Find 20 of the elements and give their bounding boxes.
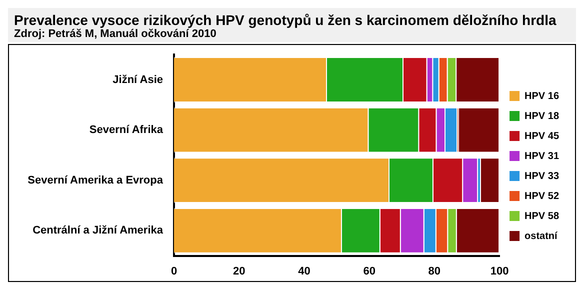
legend-label: HPV 33 [524,170,560,182]
x-tick-label: 80 [428,265,441,278]
x-tick-label: 60 [363,265,376,278]
legend-label: HPV 45 [524,130,560,142]
chart-title: Prevalence vysoce rizikových HPV genotypů u žen s karcinomem děložního hrdla [14,12,558,28]
legend-label: HPV 31 [524,150,560,162]
legend-label: HPV 52 [524,190,560,202]
x-tick-label: 0 [170,265,178,278]
y-tick-label: Centrální a Jižní Amerika [32,224,164,237]
legend-label: HPV 58 [524,210,560,222]
legend-label: ostatní [524,230,559,242]
chart-subtitle: Zdroj: Petráš M, Manuál očkování 2010 [14,28,218,40]
x-tick-label: 40 [298,265,310,278]
y-tick-label: Severní Amerika a Evropa [28,174,164,186]
x-tick-label: 20 [232,265,246,278]
x-tick-label: 100 [490,265,509,278]
y-tick-label: Jižní Asie [112,74,163,86]
legend-label: HPV 16 [524,90,560,102]
y-tick-label: Severní Afrika [89,124,164,136]
legend-label: HPV 18 [524,110,560,122]
